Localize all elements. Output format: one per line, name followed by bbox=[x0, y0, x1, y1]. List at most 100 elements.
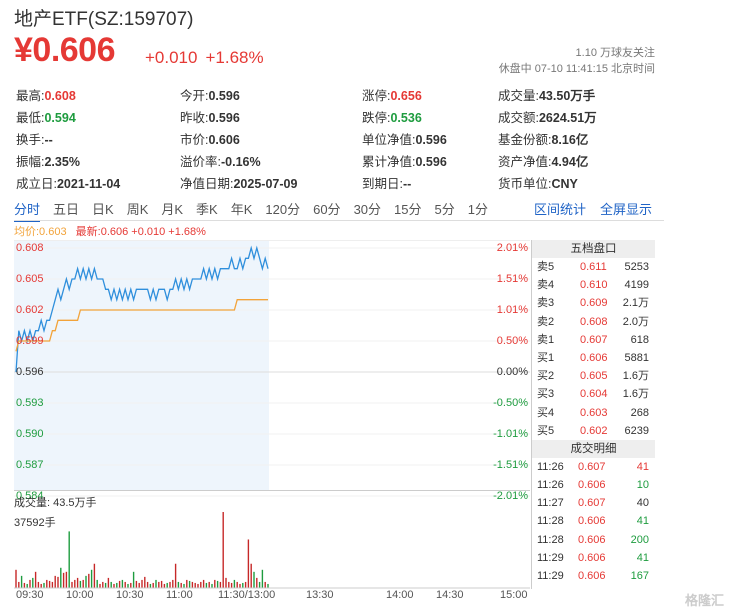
ob-volume: 5253 bbox=[624, 261, 649, 273]
stat-3-0: 振幅:2.35% bbox=[16, 151, 80, 170]
orderbook-row[interactable]: 买3 0.604 1.6万 bbox=[532, 385, 655, 403]
ob-side: 卖5 bbox=[537, 261, 555, 273]
stat-3-2: 累计净值:0.596 bbox=[362, 151, 447, 170]
trade-price: 0.607 bbox=[578, 497, 606, 510]
trade-time: 11:28 bbox=[537, 515, 564, 528]
tab-10[interactable]: 15分 bbox=[394, 202, 422, 217]
x-tick: 15:00 bbox=[500, 589, 528, 601]
trade-time: 11:28 bbox=[537, 533, 564, 546]
trade-volume: 41 bbox=[636, 515, 649, 528]
trade-time: 11:29 bbox=[537, 551, 564, 564]
stat-3-1: 溢价率:-0.16% bbox=[180, 151, 261, 170]
stat-value: 0.596 bbox=[415, 133, 447, 147]
tab-6[interactable]: 年K bbox=[230, 202, 253, 217]
orderbook-row[interactable]: 卖3 0.609 2.1万 bbox=[532, 294, 655, 312]
volume-label: 成交量: 43.5万手 bbox=[14, 497, 97, 509]
ob-side: 卖2 bbox=[537, 315, 555, 328]
tab-3[interactable]: 周K bbox=[126, 202, 149, 217]
chart-fill-area bbox=[14, 240, 269, 491]
stat-0-1: 今开:0.596 bbox=[180, 85, 240, 104]
orderbook-row[interactable]: 买1 0.606 5881 bbox=[532, 349, 655, 367]
trade-time: 11:27 bbox=[537, 497, 564, 510]
tab-11[interactable]: 5分 bbox=[434, 202, 455, 217]
trade-price: 0.606 bbox=[578, 515, 606, 528]
x-tick: 13:30 bbox=[306, 589, 334, 601]
stat-1-2: 跌停:0.536 bbox=[362, 107, 422, 126]
orderbook-row[interactable]: 买5 0.602 6239 bbox=[532, 422, 655, 440]
orderbook-row[interactable]: 卖1 0.607 618 bbox=[532, 331, 655, 349]
tab-9[interactable]: 30分 bbox=[353, 202, 382, 217]
y-left-label: 0.593 bbox=[16, 397, 44, 409]
ob-volume: 1.6万 bbox=[622, 388, 649, 401]
trade-price: 0.606 bbox=[578, 479, 606, 492]
stat-value: 8.16亿 bbox=[551, 133, 589, 147]
current-price: ¥0.606 bbox=[14, 31, 116, 69]
trade-price: 0.606 bbox=[578, 551, 606, 564]
stat-value: 2.35% bbox=[44, 155, 80, 169]
orderbook-row[interactable]: 买2 0.605 1.6万 bbox=[532, 367, 655, 385]
stat-value: -0.16% bbox=[220, 155, 261, 169]
stat-label: 成交额: bbox=[498, 111, 539, 125]
ob-side: 买5 bbox=[537, 424, 555, 437]
y-left-label: 0.590 bbox=[16, 428, 44, 440]
stat-label: 最低: bbox=[16, 111, 45, 125]
stat-label: 累计净值: bbox=[362, 155, 416, 169]
trade-row: 11:28 0.606 200 bbox=[532, 531, 655, 549]
stat-4-2: 到期日:-- bbox=[362, 173, 411, 192]
stat-label: 基金份额: bbox=[498, 133, 552, 147]
divider bbox=[14, 220, 664, 221]
y-left-label: 0.602 bbox=[16, 304, 44, 316]
stat-value: 0.596 bbox=[208, 89, 240, 103]
stat-value: 2021-11-04 bbox=[56, 177, 121, 191]
tab-1[interactable]: 五日 bbox=[53, 202, 80, 217]
trade-row: 11:28 0.606 41 bbox=[532, 512, 655, 530]
chart-action-1[interactable]: 全屏显示 bbox=[599, 202, 652, 217]
stat-value: 2025-07-09 bbox=[233, 177, 298, 191]
latest-price-legend: 最新:0.606 +0.010 +1.68% bbox=[75, 226, 206, 238]
stat-2-1: 市价:0.606 bbox=[180, 129, 240, 148]
tab-0[interactable]: 分时 bbox=[14, 199, 41, 222]
tab-5[interactable]: 季K bbox=[196, 202, 218, 217]
ob-volume: 1.6万 bbox=[622, 370, 649, 383]
ob-volume: 6239 bbox=[624, 424, 649, 437]
change-value: +0.010 bbox=[145, 48, 198, 67]
trade-time: 11:26 bbox=[537, 460, 564, 473]
stat-label: 资产净值: bbox=[498, 155, 552, 169]
orderbook-row[interactable]: 买4 0.603 268 bbox=[532, 404, 655, 422]
chart-legend: 均价:0.603 最新:0.606 +0.010 +1.68% bbox=[14, 223, 206, 239]
stat-value: 4.94亿 bbox=[551, 155, 589, 169]
x-tick: 14:30 bbox=[436, 589, 464, 601]
price-change: +0.010 +1.68% bbox=[145, 48, 272, 68]
stat-label: 单位净值: bbox=[362, 133, 416, 147]
trade-row: 11:26 0.607 41 bbox=[532, 458, 655, 476]
tab-2[interactable]: 日K bbox=[92, 202, 114, 217]
tab-8[interactable]: 60分 bbox=[313, 202, 341, 217]
tab-12[interactable]: 1分 bbox=[467, 202, 488, 217]
trade-row: 11:26 0.606 10 bbox=[532, 476, 655, 494]
tab-7[interactable]: 120分 bbox=[265, 202, 301, 217]
stat-2-3: 基金份额:8.16亿 bbox=[498, 129, 588, 148]
y-right-label: 0.00% bbox=[496, 366, 528, 378]
ob-volume: 618 bbox=[630, 333, 649, 346]
chart-action-0[interactable]: 区间统计 bbox=[533, 202, 586, 217]
ob-price: 0.606 bbox=[580, 351, 608, 364]
ob-side: 买4 bbox=[537, 406, 555, 419]
orderbook-row[interactable]: 卖2 0.608 2.0万 bbox=[532, 313, 655, 331]
tab-4[interactable]: 月K bbox=[161, 202, 184, 217]
stat-label: 换手: bbox=[16, 133, 45, 147]
orderbook-row[interactable]: 卖4 0.610 4199 bbox=[532, 276, 655, 294]
price-line bbox=[15, 245, 269, 373]
stat-label: 溢价率: bbox=[180, 155, 221, 169]
orderbook-row[interactable]: 卖5 0.611 5253 bbox=[532, 258, 655, 276]
trade-list: 11:26 0.607 41 11:26 0.606 10 11:27 0.607 40 11:2… bbox=[532, 458, 655, 585]
stat-value: 0.596 bbox=[415, 155, 447, 169]
stat-value: 0.608 bbox=[44, 89, 76, 103]
stat-2-2: 单位净值:0.596 bbox=[362, 129, 447, 148]
x-tick: 10:00 bbox=[66, 589, 94, 601]
trade-row: 11:29 0.606 41 bbox=[532, 549, 655, 567]
x-tick: 09:30 bbox=[16, 589, 44, 601]
watermark-logo: 格隆汇 bbox=[684, 593, 724, 608]
ob-price: 0.603 bbox=[580, 406, 608, 419]
follower-count[interactable]: 1.10 万球友关注 bbox=[575, 47, 655, 59]
